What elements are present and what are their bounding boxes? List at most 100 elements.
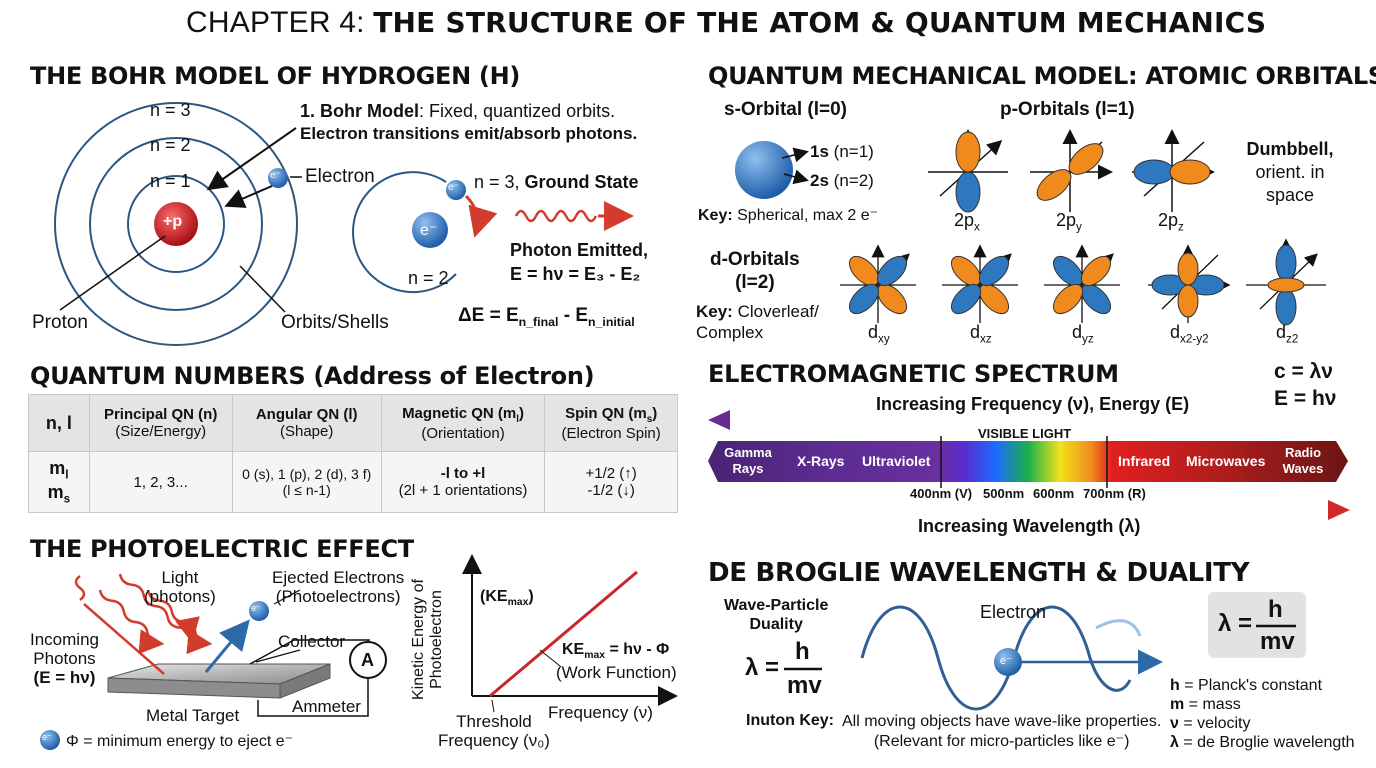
p-label-x: 2px (954, 210, 980, 234)
cell-principal: 1, 2, 3... (133, 473, 188, 491)
p-label-y-main: 2p (1056, 210, 1077, 230)
lambda-left: λ = (745, 654, 780, 681)
d-label-yz-sub: yz (1082, 332, 1094, 346)
d-title-line1: d-Orbitals (710, 249, 800, 270)
graph-x-label: Frequency (ν) (548, 703, 653, 722)
phi-electron-symbol: e⁻ (42, 732, 52, 742)
threshold-label: Threshold Frequency (ν₀) (438, 712, 550, 750)
p-label-y-sub: y (1076, 220, 1082, 234)
d-label-yz: dyz (1072, 322, 1094, 346)
p-orbital-z (1132, 129, 1215, 212)
legend-text-v: = velocity (1178, 715, 1251, 732)
legend-item: h = Planck's constant (1170, 676, 1355, 695)
d-label-z2: dz2 (1276, 322, 1298, 346)
wavelength-700: 700nm (R) (1083, 486, 1146, 501)
photon-wave (514, 209, 598, 223)
band-gamma: Gamma Rays (724, 445, 772, 476)
h-left: h (795, 638, 810, 665)
light-label: Light (photons) (144, 568, 216, 606)
bohr-description-line2: Electron transitions emit/absorb photons… (300, 124, 638, 143)
band-microwave: Microwaves (1186, 453, 1266, 469)
wave-electron-symbol: e⁻ (1000, 655, 1012, 667)
legend-sym-v: ν (1170, 715, 1179, 732)
cell-angular-2: (l ≤ n-1) (282, 482, 331, 498)
delta-e-equation: ΔE = En_final - En_initial (458, 305, 635, 329)
ground-state-text: Ground State (524, 172, 639, 192)
photoelectric-apparatus (40, 573, 387, 750)
row-label-ml-sub: l (65, 469, 69, 482)
d-orbital-z2 (1246, 238, 1326, 326)
wavelength-label: Increasing Wavelength (λ) (918, 516, 1141, 536)
s-1s: 1s (810, 142, 829, 161)
table-header: Principal QN (n) (Size/Energy) (88, 394, 233, 452)
table-cell: 1, 2, 3... (88, 451, 233, 513)
d-orbital-key: Key: Cloverleaf/ Complex (696, 301, 819, 343)
duality-line1: Wave-Particle (724, 597, 829, 614)
bohr-electron (268, 168, 288, 188)
debroglie-key-text: All moving objects have wave-like proper… (842, 712, 1161, 752)
key-text-line1: All moving objects have wave-like proper… (842, 713, 1162, 730)
inner-electron (412, 212, 448, 248)
table-cell: 0 (s), 1 (p), 2 (d), 3 f) (l ≤ n-1) (231, 451, 382, 513)
bohr-description-bold: 1. Bohr Model (300, 101, 420, 121)
header-angular-sub: (Shape) (280, 423, 334, 440)
d-label-x2y2-main: d (1170, 322, 1181, 342)
nucleus (154, 202, 198, 246)
work-function-label: (Work Function) (556, 663, 677, 682)
ke-max-text: (KE (480, 588, 508, 605)
proton-label: Proton (32, 312, 88, 333)
row-label-ms-sub: s (63, 492, 71, 506)
duality-label: Wave-Particle Duality (724, 596, 828, 634)
ejected-electron-symbol: e⁻ (251, 603, 261, 613)
incoming-line1: Incoming (30, 630, 99, 649)
ejected-label: Ejected Electrons (Photoelectrons) (272, 568, 404, 606)
p-orbital-title: p-Orbitals (l=1) (1000, 99, 1135, 120)
s-2s-label: 2s (n=2) (810, 171, 874, 191)
orbit-n1-label: n = 1 (150, 171, 191, 191)
band-uv: Ultraviolet (862, 453, 931, 469)
ejected-line2: (Photoelectrons) (275, 587, 401, 606)
ke-line (489, 570, 638, 698)
header-spin-sub-s: s (646, 413, 653, 425)
s-orbital-title: s-Orbital (l=0) (724, 99, 847, 120)
p-label-z-main: 2p (1158, 210, 1179, 230)
em-equation-1: c = λν (1274, 360, 1333, 383)
orbitals-heading: QUANTUM MECHANICAL MODEL: ATOMIC ORBITAL… (708, 62, 1376, 90)
header-n-l: n, l (45, 412, 72, 433)
graph-y-line2: Photoelectron (428, 590, 445, 689)
band-xray: X-Rays (797, 453, 845, 469)
delta-e-sub2: n_initial (588, 314, 635, 329)
transition-arrow (206, 127, 297, 191)
s-2s-n: (n=2) (833, 171, 874, 190)
d-label-xz-main: d (970, 322, 981, 342)
s-key-text: Spherical, max 2 e⁻ (732, 207, 879, 224)
table-header: Magnetic QN (ml) (Orientation) (380, 394, 546, 452)
ammeter-label: Ammeter (292, 697, 361, 716)
cell-magnetic: -l to +l (440, 465, 486, 482)
header-magnetic-sub: (Orientation) (421, 424, 505, 442)
light-line1: Light (161, 568, 199, 587)
metal-target-label: Metal Target (146, 706, 240, 725)
d-label-xz: dxz (970, 322, 992, 346)
table-header-row: n, l Principal QN (n) (Size/Energy) Angul… (28, 394, 678, 452)
table-header: Spin QN (ms) (Electron Spin) (544, 394, 678, 452)
ke-max-label: (KEmax) (480, 588, 534, 608)
s-orbital-key: Key: Spherical, max 2 e⁻ (698, 205, 878, 225)
d-label-x2y2: dx2-y2 (1170, 322, 1209, 346)
light-line2: (photons) (144, 587, 216, 606)
header-magnetic-sub-l: l (516, 413, 519, 425)
d-label-xy-main: d (868, 322, 879, 342)
legend-sym-h: h (1170, 677, 1180, 694)
graph-y-label: Kinetic Energy of Photoelectron (410, 579, 446, 700)
d-label-yz-main: d (1072, 322, 1083, 342)
title-prefix: CHAPTER 4: (186, 6, 374, 39)
collector-label: Collector (278, 632, 346, 651)
legend-item: ν = velocity (1170, 714, 1355, 733)
lambda-right: λ = (1218, 610, 1253, 637)
table-cell: -l to +l (2l + 1 orientations) (380, 451, 546, 513)
s-key-bold: Key: (698, 207, 733, 224)
table-header: n, l (28, 394, 90, 452)
orbits-leader (239, 265, 286, 313)
s-orbital-sphere (735, 141, 793, 199)
